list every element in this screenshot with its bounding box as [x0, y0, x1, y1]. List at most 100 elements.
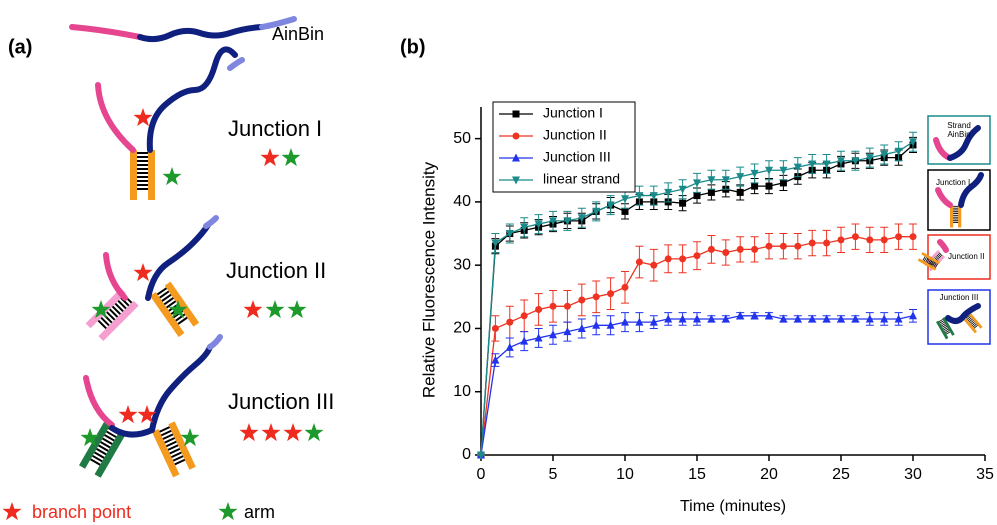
marker: [707, 176, 716, 185]
y-tick-label: 0: [462, 446, 471, 463]
marker: [750, 311, 759, 320]
marker: [635, 258, 643, 266]
marker: [894, 147, 903, 156]
marker: [822, 314, 831, 323]
x-tick-label: 5: [549, 466, 558, 483]
marker: [650, 261, 658, 269]
marker: [649, 317, 658, 326]
inset: Junction III: [927, 289, 991, 345]
junction-3-diagram: [78, 334, 223, 479]
marker: [750, 169, 759, 178]
legend-label: linear strand: [543, 171, 620, 187]
inset-label: AinBin: [947, 130, 970, 139]
marker: [577, 323, 586, 332]
marker: [592, 293, 600, 301]
star-icon: [281, 148, 301, 167]
marker: [707, 245, 715, 253]
marker: [793, 314, 802, 323]
legend-label: Junction I: [543, 105, 603, 121]
marker: [534, 220, 543, 229]
star-icon: [260, 148, 280, 167]
marker: [505, 230, 514, 239]
star-icon: [304, 423, 324, 442]
marker: [549, 330, 557, 339]
marker: [512, 110, 520, 118]
x-tick-label: 30: [904, 466, 922, 483]
marker: [851, 233, 859, 241]
marker: [664, 188, 673, 197]
inset-label: Junction III: [940, 293, 979, 302]
marker: [693, 252, 701, 260]
marker: [549, 217, 557, 226]
marker: [693, 314, 701, 323]
marker: [808, 160, 817, 169]
x-tick-label: 0: [477, 466, 486, 483]
marker: [664, 255, 672, 263]
legend-label: Junction II: [543, 127, 607, 143]
marker: [751, 182, 759, 190]
marker: [793, 163, 802, 172]
junction-2-diagram: [84, 215, 219, 343]
marker: [693, 179, 701, 188]
legend-star: [2, 502, 22, 521]
marker: [621, 207, 629, 215]
marker: [779, 314, 788, 323]
marker: [865, 154, 874, 163]
marker: [721, 314, 730, 323]
marker: [909, 233, 917, 241]
y-axis-label: Relative Fluorescence Intensity: [419, 161, 438, 398]
marker: [535, 305, 543, 313]
marker: [621, 283, 629, 291]
legend-text: branch point: [32, 502, 131, 522]
marker: [736, 188, 744, 196]
star-icon: [239, 423, 259, 442]
marker: [491, 355, 500, 364]
panel-label: (b): [400, 36, 426, 58]
x-tick-label: 15: [688, 466, 706, 483]
marker: [707, 314, 716, 323]
series-line: [480, 315, 914, 456]
inset-label: Junction I: [936, 178, 970, 187]
legend: Junction I Junction II Junction III linear …: [492, 101, 636, 193]
marker: [477, 451, 485, 460]
marker: [635, 317, 644, 326]
marker: [779, 179, 787, 187]
marker: [866, 236, 874, 244]
marker: [505, 342, 514, 351]
marker: [765, 182, 773, 190]
inset: Strand AinBin: [927, 115, 991, 165]
x-tick-label: 25: [832, 466, 850, 483]
marker: [808, 314, 817, 323]
y-tick-label: 30: [453, 256, 471, 273]
marker: [894, 314, 903, 323]
marker: [779, 242, 787, 250]
marker: [621, 317, 629, 326]
marker: [765, 242, 773, 250]
marker: [512, 132, 520, 140]
marker: [909, 311, 917, 320]
marker: [678, 185, 687, 194]
marker: [722, 249, 730, 257]
marker: [895, 233, 903, 241]
star-icon: [261, 423, 281, 442]
marker: [592, 320, 601, 329]
marker: [822, 160, 831, 169]
legend-label: Junction III: [543, 149, 611, 165]
marker: [491, 324, 499, 332]
marker: [621, 195, 629, 204]
marker: [635, 192, 644, 201]
junction-1-diagram: [95, 46, 245, 201]
marker: [837, 314, 845, 323]
y-tick-label: 40: [453, 193, 471, 210]
marker: [649, 192, 658, 201]
marker: [664, 314, 673, 323]
marker: [765, 166, 773, 175]
marker: [823, 239, 831, 247]
marker: [512, 176, 520, 185]
marker: [520, 336, 529, 345]
y-tick-label: 50: [453, 130, 471, 147]
marker: [520, 223, 529, 232]
marker: [520, 312, 528, 320]
marker: [707, 188, 715, 196]
marker: [736, 173, 745, 182]
